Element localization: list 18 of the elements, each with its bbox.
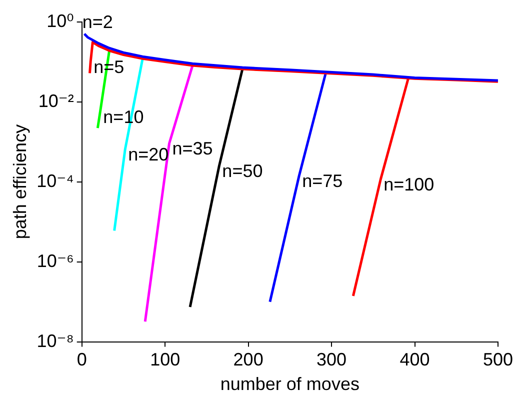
y-tick-label: 10⁻⁸ — [36, 330, 74, 351]
x-tick-label: 100 — [150, 350, 180, 370]
y-tick-label: 10⁻² — [38, 90, 74, 111]
y-tick-label: 10⁰ — [46, 10, 74, 31]
x-tick-label: 400 — [400, 350, 430, 370]
y-axis-title: path efficiency — [10, 124, 30, 240]
series-label: n=75 — [302, 170, 343, 191]
series-label: n=2 — [82, 12, 113, 32]
y-tick-label: 10⁻⁴ — [36, 170, 74, 191]
x-tick-label: 500 — [482, 350, 514, 370]
x-tick-label: 200 — [233, 350, 264, 370]
series-label: n=50 — [222, 160, 263, 181]
x-axis-title: number of moves — [220, 374, 360, 394]
x-tick-label: 0 — [76, 350, 87, 370]
series-label: n=100 — [384, 174, 434, 194]
y-tick-label: 10⁻⁶ — [36, 250, 74, 271]
series-label: n=35 — [172, 138, 213, 158]
x-tick-label: 300 — [316, 350, 347, 370]
